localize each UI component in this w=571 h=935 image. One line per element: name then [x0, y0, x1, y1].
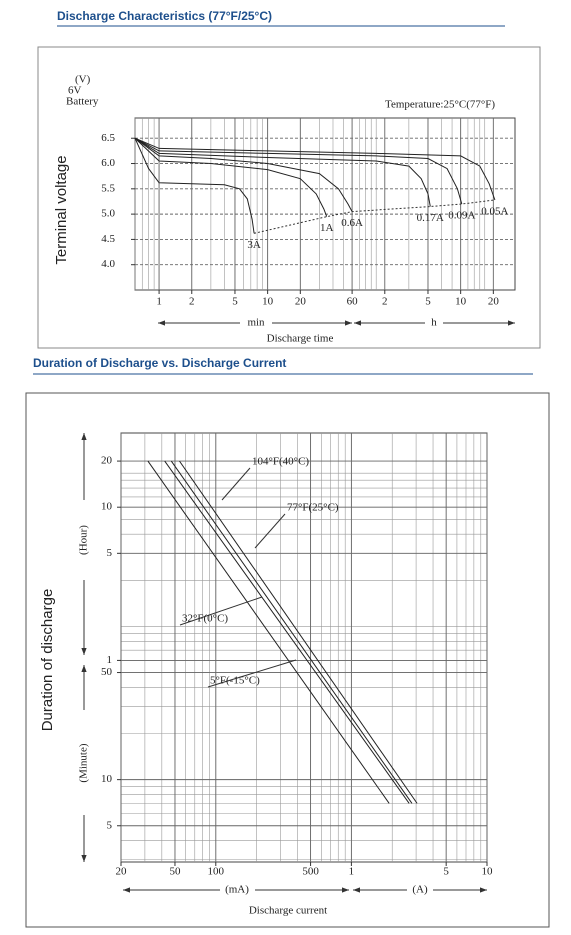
x-tick-label: 10 [455, 296, 467, 308]
series-label: 0.05A [481, 205, 508, 217]
x-tick-label: 500 [302, 866, 319, 878]
x-tick-label: 5 [232, 296, 238, 308]
x-axis-title: Discharge current [249, 905, 327, 917]
series-line [134, 137, 255, 234]
series-line [134, 137, 463, 205]
y-tick-label: 5 [107, 819, 113, 831]
x-tick-label: 20 [295, 296, 307, 308]
series-label: 1A [320, 222, 334, 234]
annotation: 6V [68, 85, 82, 97]
series-line [134, 137, 431, 207]
x-tick-label: 5 [425, 296, 431, 308]
leader-line [221, 467, 251, 501]
series-label: 5°F(-15°C) [210, 675, 260, 687]
y-tick-label: 20 [101, 455, 113, 467]
chart-title: Discharge Characteristics (77°F/25°C) [57, 9, 272, 23]
y-tick-label: 6.0 [101, 157, 115, 169]
x-tick-label: 1 [349, 866, 355, 878]
y-tick-label: 5 [107, 547, 113, 559]
y-tick-label: 5.0 [101, 208, 115, 220]
x-tick-label: 60 [347, 296, 359, 308]
y-tick-label: 10 [101, 773, 113, 785]
x-tick-label: 100 [208, 866, 225, 878]
y-axis-title: Terminal voltage [53, 155, 70, 264]
x-tick-label: 20 [488, 296, 500, 308]
annotation: Temperature:25°C(77°F) [385, 99, 495, 111]
series-line [164, 460, 410, 804]
y-tick-label: 50 [101, 666, 113, 678]
x-tick-label: 50 [169, 866, 181, 878]
series-line [134, 137, 496, 201]
leader-line [207, 659, 297, 688]
x-unit-label: h [431, 317, 437, 329]
y-tick-label: 5.5 [101, 182, 115, 194]
series-label: 3A [247, 239, 261, 251]
x-axis-title: Discharge time [267, 333, 334, 345]
leader-line [179, 596, 263, 626]
series-line [170, 460, 413, 804]
y-tick-label: 6.5 [101, 132, 115, 144]
series-label: 77°F(25°C) [287, 502, 339, 514]
series-label: 104°F(40°C) [252, 456, 309, 468]
y-tick-label: 1 [107, 654, 113, 666]
chart-title: Duration of Discharge vs. Discharge Curr… [33, 356, 286, 370]
series-line [147, 460, 390, 804]
series-label: 0.17A [417, 212, 444, 224]
x-tick-label: 10 [262, 296, 274, 308]
annotation: Battery [66, 96, 99, 108]
x-unit-label: (mA) [225, 884, 249, 896]
series-label: 32°F(0°C) [182, 613, 228, 625]
y-axis-title: Duration of discharge [39, 589, 56, 732]
x-unit-label: min [247, 317, 265, 329]
x-tick-label: 2 [189, 296, 195, 308]
series-label: 0.09A [448, 210, 475, 222]
series-label: 0.6A [341, 217, 363, 229]
x-tick-label: 5 [443, 866, 449, 878]
series-line [179, 460, 418, 804]
y-tick-label: 4.0 [101, 258, 115, 270]
y-unit-label: (Minute) [78, 743, 90, 782]
leader-line [254, 513, 286, 549]
x-tick-label: 20 [116, 866, 128, 878]
x-tick-label: 10 [482, 866, 494, 878]
series-line [134, 137, 328, 217]
series-line [134, 137, 353, 212]
x-tick-label: 2 [382, 296, 388, 308]
x-tick-label: 1 [156, 296, 162, 308]
y-tick-label: 10 [101, 501, 113, 513]
chart-frame [37, 46, 541, 349]
chart-frame [25, 392, 550, 928]
y-unit-label: (Hour) [78, 525, 90, 555]
plot-area [120, 432, 488, 863]
y-tick-label: 4.5 [101, 233, 115, 245]
x-unit-label: (A) [412, 884, 428, 896]
annotation: (V) [75, 74, 91, 86]
